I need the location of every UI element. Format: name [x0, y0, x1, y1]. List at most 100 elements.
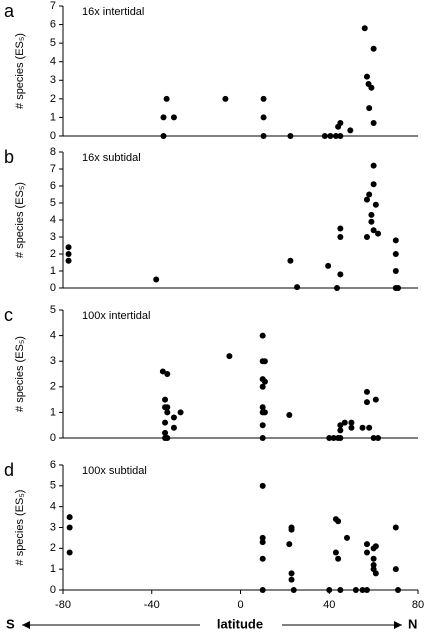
arrow-head-right	[394, 621, 402, 629]
point	[334, 285, 341, 291]
point	[372, 543, 379, 550]
point	[160, 114, 167, 121]
point	[287, 257, 294, 264]
point	[363, 549, 370, 556]
point	[363, 399, 370, 406]
x-tick-label: 40	[323, 599, 335, 611]
point	[372, 201, 379, 208]
point	[261, 378, 268, 385]
y-tick-label: 0	[50, 432, 56, 444]
point	[366, 191, 373, 198]
point	[260, 114, 267, 121]
x-tick-label: 0	[237, 599, 243, 611]
y-tick-label: 6	[50, 459, 56, 471]
point	[164, 371, 171, 377]
y-axis-label: # species (ES₅)	[14, 33, 26, 109]
point	[370, 120, 377, 126]
point	[348, 424, 355, 431]
point	[170, 424, 177, 431]
y-tick-label: 1	[50, 563, 56, 575]
y-tick-label: 4	[50, 330, 56, 342]
panel-title: 100x intertidal	[82, 310, 151, 322]
point	[366, 424, 373, 431]
point	[326, 587, 333, 593]
x-axis-label: latitude	[217, 616, 263, 631]
point	[294, 284, 301, 291]
point	[368, 84, 375, 91]
point	[259, 332, 266, 339]
point	[288, 526, 295, 533]
y-tick-label: 2	[50, 381, 56, 393]
point	[66, 524, 73, 531]
y-tick-label: 2	[50, 93, 56, 105]
point	[372, 396, 379, 403]
point	[164, 409, 171, 416]
point	[287, 133, 294, 139]
point	[361, 25, 368, 32]
y-tick-label: 1	[50, 265, 56, 277]
panel-label: c	[4, 305, 13, 325]
point	[348, 419, 355, 426]
point	[226, 353, 233, 360]
point	[370, 162, 377, 169]
y-tick-label: 5	[50, 37, 56, 49]
point	[288, 576, 295, 583]
panel-title: 16x subtidal	[82, 152, 141, 164]
point	[259, 383, 266, 390]
y-tick-label: 8	[50, 146, 56, 158]
point	[337, 234, 344, 240]
point	[261, 358, 268, 365]
panel-label: d	[4, 460, 14, 480]
point	[392, 268, 399, 274]
point	[335, 555, 342, 562]
point	[325, 262, 332, 269]
point	[337, 120, 344, 126]
point	[164, 404, 171, 411]
point	[363, 73, 370, 80]
point	[288, 570, 295, 577]
point	[363, 234, 370, 240]
point	[327, 133, 334, 139]
point	[66, 514, 73, 521]
point	[337, 225, 344, 232]
point	[359, 424, 366, 431]
point	[344, 534, 350, 541]
point	[321, 133, 328, 139]
point	[370, 227, 377, 234]
y-tick-label: 5	[50, 197, 56, 209]
point	[366, 105, 373, 112]
point	[162, 419, 169, 426]
y-tick-label: 7	[50, 0, 56, 12]
point	[153, 276, 160, 283]
point	[330, 435, 337, 441]
y-tick-label: 3	[50, 521, 56, 533]
point	[368, 218, 375, 225]
point	[372, 570, 379, 577]
point	[375, 230, 382, 237]
y-tick-label: 1	[50, 111, 56, 123]
y-tick-label: 0	[50, 282, 56, 294]
point	[370, 555, 377, 562]
y-tick-label: 0	[50, 130, 56, 142]
point	[162, 429, 169, 436]
point	[363, 196, 370, 203]
point	[335, 518, 342, 525]
point	[337, 427, 344, 434]
point	[392, 251, 399, 257]
point	[260, 133, 267, 139]
point	[286, 541, 293, 548]
y-tick-label: 4	[50, 501, 56, 513]
y-tick-label: 1	[50, 406, 56, 418]
y-tick-label: 2	[50, 542, 56, 554]
y-tick-label: 5	[50, 304, 56, 316]
point	[363, 388, 370, 395]
point	[65, 244, 72, 251]
point	[170, 414, 177, 421]
y-tick-label: 3	[50, 231, 56, 243]
point	[337, 133, 344, 139]
point	[65, 251, 72, 257]
point	[65, 257, 72, 264]
point	[370, 45, 377, 52]
point	[259, 539, 266, 546]
point	[259, 482, 266, 489]
